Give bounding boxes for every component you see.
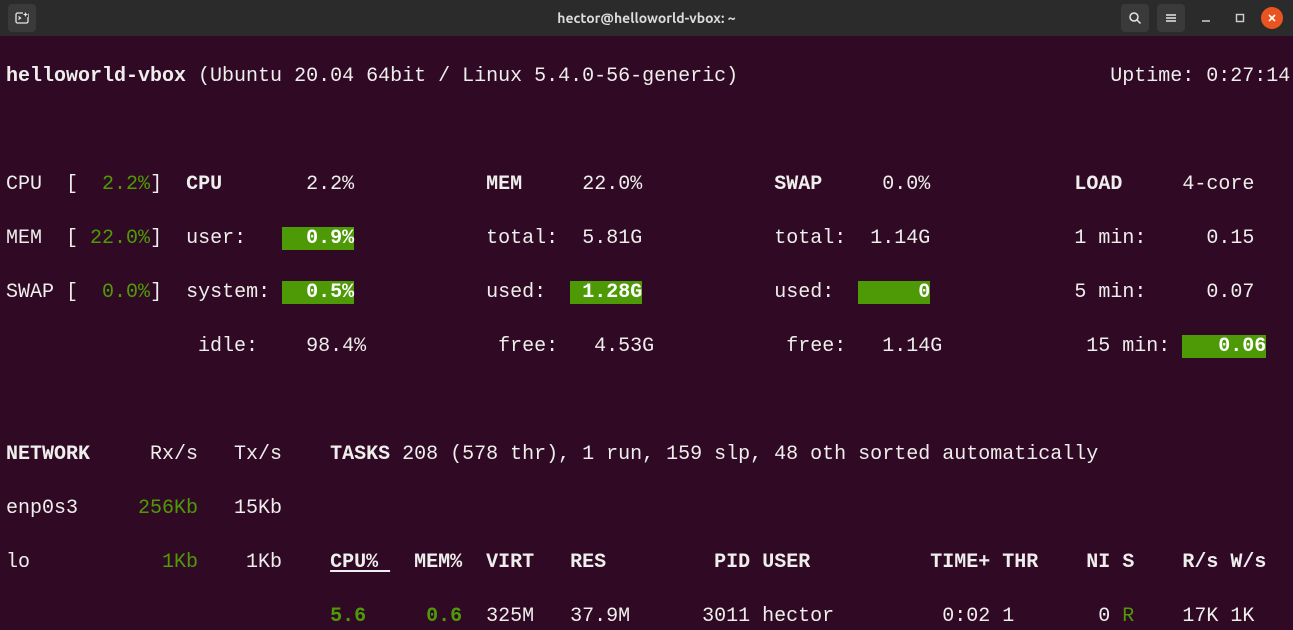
window-minimize-button[interactable] (1193, 5, 1219, 31)
terminal-tab-icon (15, 11, 29, 25)
hamburger-icon (1164, 11, 1178, 25)
blank-line (6, 387, 1287, 414)
network-row-1: lo 1Kb 1Kb CPU% MEM% VIRT RES PID USER T… (6, 549, 1287, 576)
new-tab-button[interactable] (8, 4, 36, 32)
window-maximize-button[interactable] (1227, 5, 1253, 31)
summary-row-3: SWAP [ 0.0%] system: 0.5% used: 1.28G us… (6, 279, 1287, 306)
summary-row-1: CPU [ 2.2%] CPU 2.2% MEM 22.0% SWAP 0.0%… (6, 171, 1287, 198)
summary-row-2: MEM [ 22.0%] user: 0.9% total: 5.81G tot… (6, 225, 1287, 252)
close-icon (1267, 13, 1277, 23)
terminal-viewport[interactable]: helloworld-vbox (Ubuntu 20.04 64bit / Li… (0, 36, 1293, 630)
summary-row-4: idle: 98.4% free: 4.53G free: 1.14G 15 m… (6, 333, 1287, 360)
minimize-icon (1200, 12, 1212, 24)
maximize-icon (1234, 12, 1246, 24)
blank-line (6, 117, 1287, 144)
window-title: hector@helloworld-vbox: ~ (0, 5, 1293, 32)
network-row-0: enp0s3 256Kb 15Kb (6, 495, 1287, 522)
titlebar: hector@helloworld-vbox: ~ (0, 0, 1293, 36)
search-icon (1128, 11, 1142, 25)
host-line: helloworld-vbox (Ubuntu 20.04 64bit / Li… (6, 63, 1287, 90)
window-close-button[interactable] (1261, 7, 1283, 29)
process-row[interactable]: 5.6 0.6 325M 37.9M 3011 hector 0:02 1 0 … (6, 603, 1287, 630)
search-button[interactable] (1121, 4, 1149, 32)
menu-button[interactable] (1157, 4, 1185, 32)
network-tasks-header: NETWORK Rx/s Tx/s TASKS 208 (578 thr), 1… (6, 441, 1287, 468)
